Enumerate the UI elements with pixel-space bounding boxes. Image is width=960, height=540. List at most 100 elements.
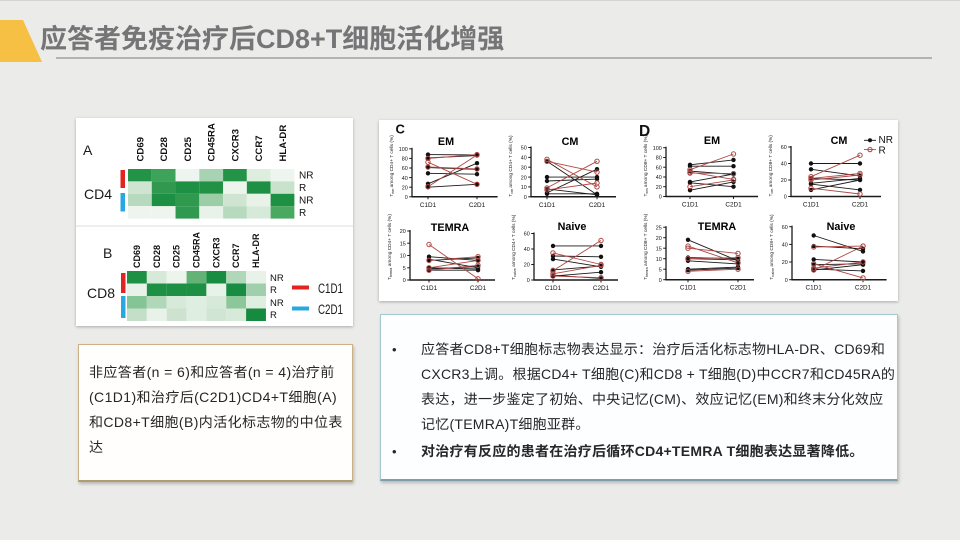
svg-text:20: 20 [656,185,662,191]
svg-text:Tem among CD8+ T cells (%): Tem among CD8+ T cells (%) [643,134,649,196]
svg-text:CD69: CD69 [132,245,142,268]
svg-text:Tnaive among CD8+ T cells (%): Tnaive among CD8+ T cells (%) [769,214,775,280]
svg-text:50: 50 [521,146,527,152]
svg-text:60: 60 [402,166,408,172]
svg-text:NR: NR [270,298,284,309]
svg-text:CD69: CD69 [135,137,146,162]
svg-text:Ttemra among CD4+ T cells (%): Ttemra among CD4+ T cells (%) [387,214,393,280]
svg-text:25: 25 [656,225,662,231]
svg-text:R: R [879,145,886,156]
svg-text:C1D1: C1D1 [682,202,699,209]
svg-text:CD45RA: CD45RA [192,231,202,268]
svg-text:C1D1: C1D1 [421,285,438,292]
svg-text:Naive: Naive [827,221,856,233]
svg-text:HLA-DR: HLA-DR [278,125,289,162]
svg-text:30: 30 [521,165,527,171]
svg-text:40: 40 [524,247,530,253]
svg-text:NR: NR [299,196,313,207]
svg-text:0: 0 [785,278,788,284]
svg-text:20: 20 [402,185,408,191]
svg-text:0: 0 [527,278,530,284]
svg-text:10: 10 [400,254,406,260]
svg-text:Naive: Naive [558,221,587,233]
svg-text:C: C [396,122,406,137]
svg-text:TEMRA: TEMRA [431,222,470,234]
svg-text:CD4: CD4 [84,186,112,202]
svg-text:60: 60 [656,165,662,171]
svg-text:0: 0 [405,195,408,201]
svg-text:C1D1: C1D1 [318,281,343,296]
svg-text:CD28: CD28 [159,136,170,161]
svg-text:C2D1: C2D1 [593,285,610,292]
svg-text:Tcm among CD8+ T cells (%): Tcm among CD8+ T cells (%) [768,135,774,197]
svg-text:40: 40 [782,243,788,249]
svg-text:0: 0 [659,195,662,201]
svg-text:C2D1: C2D1 [589,202,606,209]
svg-text:EM: EM [438,136,454,148]
svg-text:CD8: CD8 [87,285,115,301]
svg-text:CD28: CD28 [152,245,162,268]
svg-text:C2D1: C2D1 [470,285,487,292]
svg-text:C2D1: C2D1 [730,285,747,292]
svg-text:60: 60 [782,225,788,231]
svg-text:C2D1: C2D1 [855,285,872,292]
svg-text:Tnaive among CD4+ T cells (%): Tnaive among CD4+ T cells (%) [511,214,517,280]
svg-text:0: 0 [524,195,527,201]
svg-text:CCR7: CCR7 [254,135,265,161]
svg-text:20: 20 [782,260,788,266]
svg-text:20: 20 [781,178,787,184]
svg-text:C1D1: C1D1 [545,285,562,292]
svg-text:Tem among CD4+ T cells (%): Tem among CD4+ T cells (%) [389,135,395,197]
svg-text:20: 20 [521,175,527,181]
svg-text:D: D [639,123,650,140]
svg-text:C2D1: C2D1 [852,202,869,209]
svg-text:100: 100 [653,146,662,152]
svg-text:60: 60 [524,232,530,238]
svg-text:EM: EM [704,135,720,147]
svg-text:C2D1: C2D1 [725,202,742,209]
svg-text:5: 5 [403,266,406,272]
svg-text:Tcm among CD4+ T cells (%): Tcm among CD4+ T cells (%) [508,135,514,197]
svg-text:NR: NR [299,171,313,182]
svg-text:80: 80 [402,157,408,163]
svg-text:C1D1: C1D1 [806,285,823,292]
svg-text:0: 0 [784,195,787,201]
svg-text:C1D1: C1D1 [680,285,697,292]
svg-text:100: 100 [399,147,408,153]
svg-text:0: 0 [403,278,406,284]
svg-text:40: 40 [521,156,527,162]
svg-text:Ttemra among CD8+ T cells (%): Ttemra among CD8+ T cells (%) [643,213,649,279]
svg-text:80: 80 [656,156,662,162]
svg-text:40: 40 [402,176,408,182]
svg-text:5: 5 [659,267,662,273]
svg-text:10: 10 [656,257,662,263]
svg-text:CD25: CD25 [183,136,194,161]
svg-text:R: R [299,183,306,194]
svg-text:C1D1: C1D1 [539,202,556,209]
svg-text:R: R [270,310,277,321]
svg-text:B: B [103,245,112,261]
svg-text:0: 0 [659,278,662,284]
svg-text:10: 10 [521,185,527,191]
svg-text:NR: NR [879,135,893,146]
svg-text:A: A [83,142,93,158]
svg-text:60: 60 [781,145,787,151]
svg-text:C2D1: C2D1 [469,202,486,209]
svg-text:CD25: CD25 [172,245,182,268]
svg-text:CM: CM [562,136,579,148]
svg-text:HLA-DR: HLA-DR [251,233,261,268]
svg-text:20: 20 [524,263,530,269]
svg-text:CXCR3: CXCR3 [231,129,242,162]
svg-text:15: 15 [400,242,406,248]
svg-text:40: 40 [781,162,787,168]
svg-text:CCR7: CCR7 [231,243,241,268]
svg-text:C2D1: C2D1 [318,302,343,317]
svg-text:40: 40 [656,175,662,181]
svg-text:20: 20 [656,236,662,242]
svg-text:NR: NR [270,273,284,284]
svg-text:15: 15 [656,246,662,252]
svg-text:TEMRA: TEMRA [698,221,737,233]
svg-text:CXCR3: CXCR3 [211,237,221,268]
svg-text:R: R [299,208,306,219]
svg-text:R: R [270,285,277,296]
